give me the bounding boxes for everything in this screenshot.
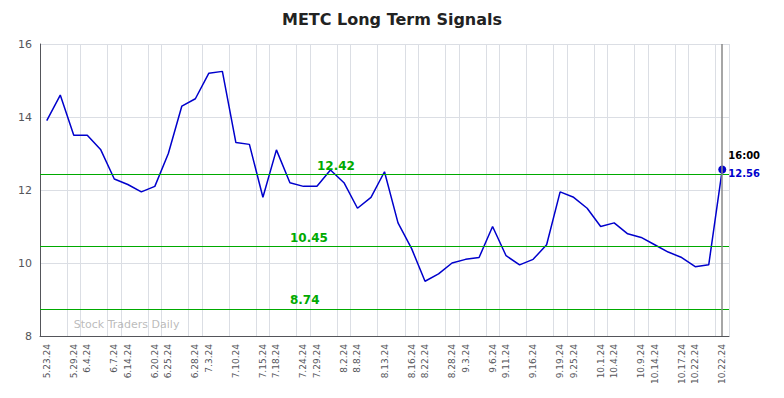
svg-text:8.13.24: 8.13.24 <box>380 344 390 379</box>
svg-text:8.2.24: 8.2.24 <box>339 344 349 373</box>
svg-text:10: 10 <box>18 257 32 270</box>
svg-text:8.74: 8.74 <box>290 293 320 307</box>
svg-text:12.56: 12.56 <box>728 168 760 179</box>
svg-text:10.4.24: 10.4.24 <box>609 344 619 379</box>
svg-text:16:00: 16:00 <box>728 150 760 161</box>
svg-text:8.8.24: 8.8.24 <box>352 344 362 373</box>
svg-text:10.9.24: 10.9.24 <box>636 344 646 379</box>
svg-text:6.14.24: 6.14.24 <box>123 344 133 379</box>
svg-text:7.24.24: 7.24.24 <box>298 344 308 379</box>
svg-text:10.1.24: 10.1.24 <box>596 344 606 379</box>
svg-text:METC Long Term Signals: METC Long Term Signals <box>282 10 502 29</box>
svg-text:6.20.24: 6.20.24 <box>150 344 160 379</box>
svg-text:10.22.24: 10.22.24 <box>717 344 727 384</box>
svg-text:10.22.24: 10.22.24 <box>690 344 700 384</box>
svg-text:5.29.24: 5.29.24 <box>69 344 79 379</box>
svg-text:8.16.24: 8.16.24 <box>407 344 417 379</box>
svg-text:9.6.24: 9.6.24 <box>488 344 498 373</box>
svg-text:7.18.24: 7.18.24 <box>271 344 281 379</box>
svg-text:10.14.24: 10.14.24 <box>650 344 660 384</box>
svg-text:8.22.24: 8.22.24 <box>420 344 430 379</box>
svg-text:9.11.24: 9.11.24 <box>501 344 511 379</box>
svg-text:9.19.24: 9.19.24 <box>555 344 565 379</box>
svg-text:8: 8 <box>25 330 32 343</box>
svg-text:10.45: 10.45 <box>290 231 328 245</box>
svg-text:9.3.24: 9.3.24 <box>461 344 471 373</box>
svg-text:7.3.24: 7.3.24 <box>204 344 214 373</box>
svg-text:8.28.24: 8.28.24 <box>447 344 457 379</box>
svg-text:12.42: 12.42 <box>317 159 355 173</box>
svg-text:10.17.24: 10.17.24 <box>677 344 687 384</box>
svg-text:7.29.24: 7.29.24 <box>312 344 322 379</box>
svg-text:5.23.24: 5.23.24 <box>42 344 52 379</box>
svg-text:Stock Traders Daily: Stock Traders Daily <box>74 318 180 331</box>
svg-text:6.28.24: 6.28.24 <box>190 344 200 379</box>
svg-text:7.10.24: 7.10.24 <box>231 344 241 379</box>
svg-text:16: 16 <box>18 38 32 51</box>
svg-text:6.25.24: 6.25.24 <box>163 344 173 379</box>
svg-text:6.4.24: 6.4.24 <box>82 344 92 373</box>
svg-text:9.25.24: 9.25.24 <box>569 344 579 379</box>
svg-text:12: 12 <box>18 184 32 197</box>
svg-text:6.7.24: 6.7.24 <box>109 344 119 373</box>
svg-text:9.16.24: 9.16.24 <box>528 344 538 379</box>
svg-text:7.15.24: 7.15.24 <box>258 344 268 379</box>
svg-text:14: 14 <box>18 111 32 124</box>
